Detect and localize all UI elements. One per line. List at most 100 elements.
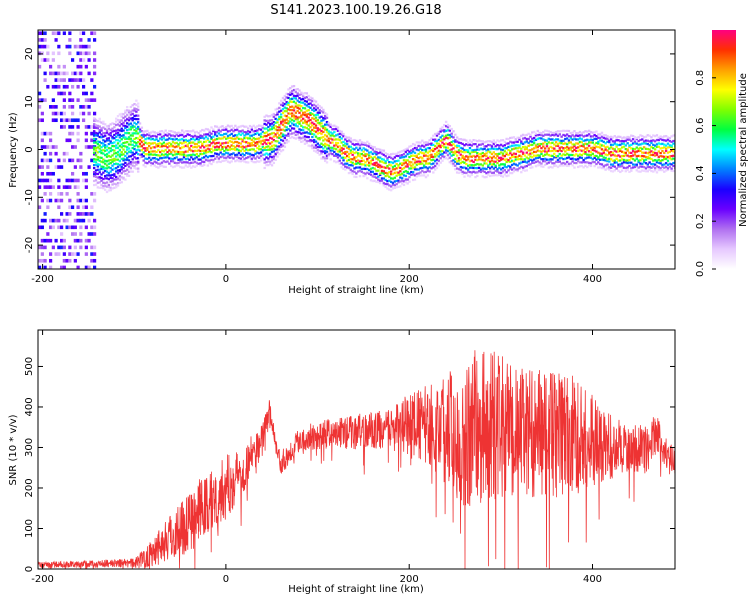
heatmap-cell — [270, 145, 274, 148]
heatmap-cell — [565, 133, 569, 136]
heatmap-cell — [670, 169, 673, 172]
heatmap-cell — [459, 161, 463, 165]
heatmap-cell — [219, 137, 222, 140]
heatmap-cell — [439, 153, 442, 156]
heatmap-cell — [529, 158, 532, 161]
heatmap-cell — [586, 161, 589, 164]
heatmap-cell — [334, 144, 338, 147]
heatmap-cell — [43, 218, 47, 223]
heatmap-cell — [503, 169, 507, 172]
heatmap-cell — [553, 134, 556, 137]
heatmap-cell — [175, 145, 178, 148]
heatmap-cell — [670, 155, 673, 158]
heatmap-cell — [626, 142, 629, 145]
heatmap-cell — [320, 106, 323, 109]
heatmap-cell — [90, 252, 94, 256]
heatmap-cell — [661, 165, 664, 168]
heatmap-cell — [43, 158, 47, 163]
heatmap-cell — [336, 142, 340, 145]
heatmap-cell — [290, 100, 294, 104]
heatmap-cell — [102, 152, 105, 155]
heatmap-cell — [364, 148, 367, 151]
heatmap-cell — [98, 177, 101, 180]
heatmap-cell — [322, 130, 325, 134]
heatmap-cell — [523, 160, 527, 163]
heatmap-cell — [499, 171, 503, 175]
heatmap-cell — [529, 163, 532, 166]
heatmap-cell — [300, 140, 303, 143]
heatmap-cell — [355, 139, 358, 142]
heatmap-cell — [518, 154, 521, 157]
heatmap-cell — [133, 121, 136, 124]
heatmap-cell — [318, 144, 321, 147]
heatmap-cell — [301, 92, 305, 95]
heatmap-cell — [122, 136, 125, 139]
heatmap-cell — [179, 132, 182, 135]
heatmap-cell — [289, 87, 292, 90]
heatmap-cell — [448, 142, 452, 145]
heatmap-cell — [608, 168, 611, 171]
heatmap-cell — [648, 151, 651, 154]
heatmap-cell — [562, 161, 565, 165]
heatmap-cell — [103, 188, 107, 191]
heatmap-cell — [263, 119, 266, 122]
heatmap-cell — [173, 138, 177, 141]
heatmap-cell — [281, 108, 285, 111]
heatmap-cell — [283, 141, 287, 145]
snr-x-axis-label: Height of straight line (km) — [288, 584, 424, 595]
heatmap-cell — [250, 153, 254, 157]
heatmap-cell — [345, 150, 349, 154]
heatmap-cell — [485, 152, 488, 155]
heatmap-cell — [92, 117, 96, 120]
heatmap-cell — [336, 150, 340, 153]
heatmap-cell — [65, 71, 69, 76]
heatmap-cell — [118, 129, 122, 132]
heatmap-cell — [57, 31, 61, 36]
heatmap-cell — [235, 126, 239, 129]
heatmap-cell — [70, 232, 75, 236]
heatmap-cell — [301, 95, 305, 98]
heatmap-cell — [391, 187, 395, 190]
heatmap-cell — [184, 164, 188, 167]
heatmap-cell — [190, 141, 193, 144]
heatmap-cell — [166, 154, 169, 157]
heatmap-cell — [388, 171, 391, 174]
heatmap-cell — [241, 124, 244, 128]
heatmap-cell — [62, 252, 66, 256]
heatmap-cell — [549, 165, 552, 169]
heatmap-cell — [386, 187, 389, 190]
heatmap-cell — [404, 148, 408, 151]
heatmap-cell — [397, 185, 400, 188]
heatmap-cell — [650, 153, 653, 157]
heatmap-cell — [94, 179, 98, 182]
heatmap-cell — [598, 146, 602, 149]
heatmap-cell — [122, 116, 125, 120]
heatmap-cell — [311, 132, 314, 135]
heatmap-cell — [483, 145, 486, 148]
heatmap-cell — [263, 127, 266, 130]
heatmap-cell — [499, 151, 503, 154]
heatmap-cell — [120, 115, 123, 118]
heatmap-cell — [659, 155, 662, 158]
heatmap-cell — [204, 133, 208, 136]
heatmap-cell — [38, 205, 42, 210]
heatmap-cell — [609, 150, 613, 154]
heatmap-cell — [276, 126, 279, 129]
heatmap-cell — [182, 156, 186, 159]
heatmap-cell — [353, 138, 356, 142]
heatmap-cell — [316, 145, 320, 149]
heatmap-cell — [400, 179, 404, 182]
heatmap-cell — [421, 169, 424, 173]
heatmap-cell — [107, 185, 111, 189]
heatmap-cell — [81, 198, 86, 203]
heatmap-cell — [554, 144, 558, 148]
heatmap-cell — [131, 146, 134, 150]
heatmap-cell — [116, 158, 120, 161]
heatmap-cell — [68, 185, 72, 189]
heatmap-cell — [230, 140, 233, 143]
heatmap-cell — [338, 145, 342, 148]
heatmap-cell — [114, 123, 118, 127]
heatmap-cell — [329, 146, 332, 149]
heatmap-cell — [38, 38, 42, 42]
heatmap-cell — [92, 123, 96, 126]
